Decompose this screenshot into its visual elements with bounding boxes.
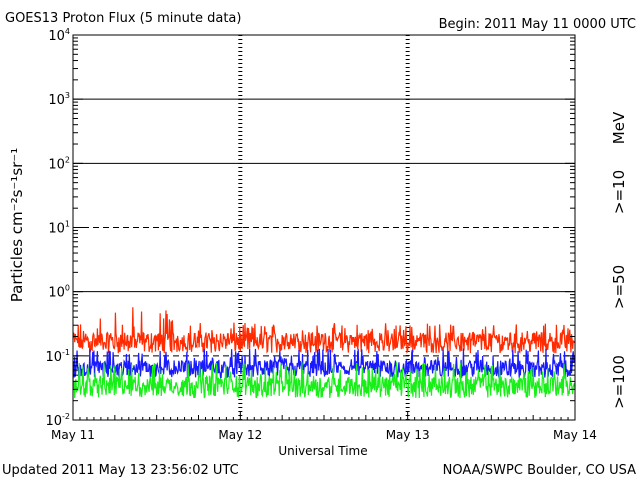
y-tick-exponent: 3 <box>65 91 70 100</box>
y-tick-exponent: 0 <box>65 284 70 293</box>
plot-frame <box>72 34 576 421</box>
legend-ge100: >=100 <box>610 355 628 409</box>
y-tick-base: 10 <box>48 286 65 301</box>
y-tick-label: 102 <box>48 155 70 172</box>
x-tick-label: May 11 <box>51 428 95 442</box>
y-tick-base: 10 <box>45 350 62 365</box>
legend-ge50: >=50 <box>610 265 628 309</box>
y-tick-base: 10 <box>48 93 65 108</box>
y-axis-label: Particles cm⁻²s⁻¹sr⁻¹ <box>8 148 26 302</box>
legend-unit-mev: MeV <box>610 111 628 144</box>
updated-timestamp: Updated 2011 May 13 23:56:02 UTC <box>2 463 239 478</box>
y-tick-base: 10 <box>45 414 62 429</box>
y-tick-base: 10 <box>48 157 65 172</box>
chart-title: GOES13 Proton Flux (5 minute data) <box>5 11 241 26</box>
x-tick-label: May 12 <box>218 428 262 442</box>
y-tick-label: 10-1 <box>45 348 70 365</box>
legend-ge10: >=10 <box>610 170 628 214</box>
y-tick-exponent: -2 <box>62 412 70 421</box>
series-line <box>72 362 576 399</box>
begin-time: Begin: 2011 May 11 0000 UTC <box>439 17 636 32</box>
plot-grid <box>73 35 575 420</box>
x-axis-label: Universal Time <box>278 444 367 458</box>
y-tick-label: 101 <box>48 220 70 237</box>
y-tick-exponent: 4 <box>65 27 70 36</box>
y-tick-base: 10 <box>48 29 65 44</box>
y-tick-label: 103 <box>48 91 70 108</box>
y-tick-exponent: -1 <box>62 348 70 357</box>
x-tick-labels: May 11 May 12 May 13 May 14 <box>51 428 597 442</box>
y-tick-label: 10-2 <box>45 412 70 429</box>
credit-text: NOAA/SWPC Boulder, CO USA <box>443 463 636 478</box>
y-tick-exponent: 2 <box>65 155 70 164</box>
y-tick-exponent: 1 <box>65 220 70 229</box>
series-line <box>72 307 576 354</box>
y-tick-label: 100 <box>48 284 70 301</box>
x-tick-label: May 13 <box>386 428 430 442</box>
data-series <box>72 307 576 399</box>
y-tick-label: 104 <box>48 27 70 44</box>
y-tick-base: 10 <box>48 222 65 237</box>
x-tick-label: May 14 <box>553 428 597 442</box>
